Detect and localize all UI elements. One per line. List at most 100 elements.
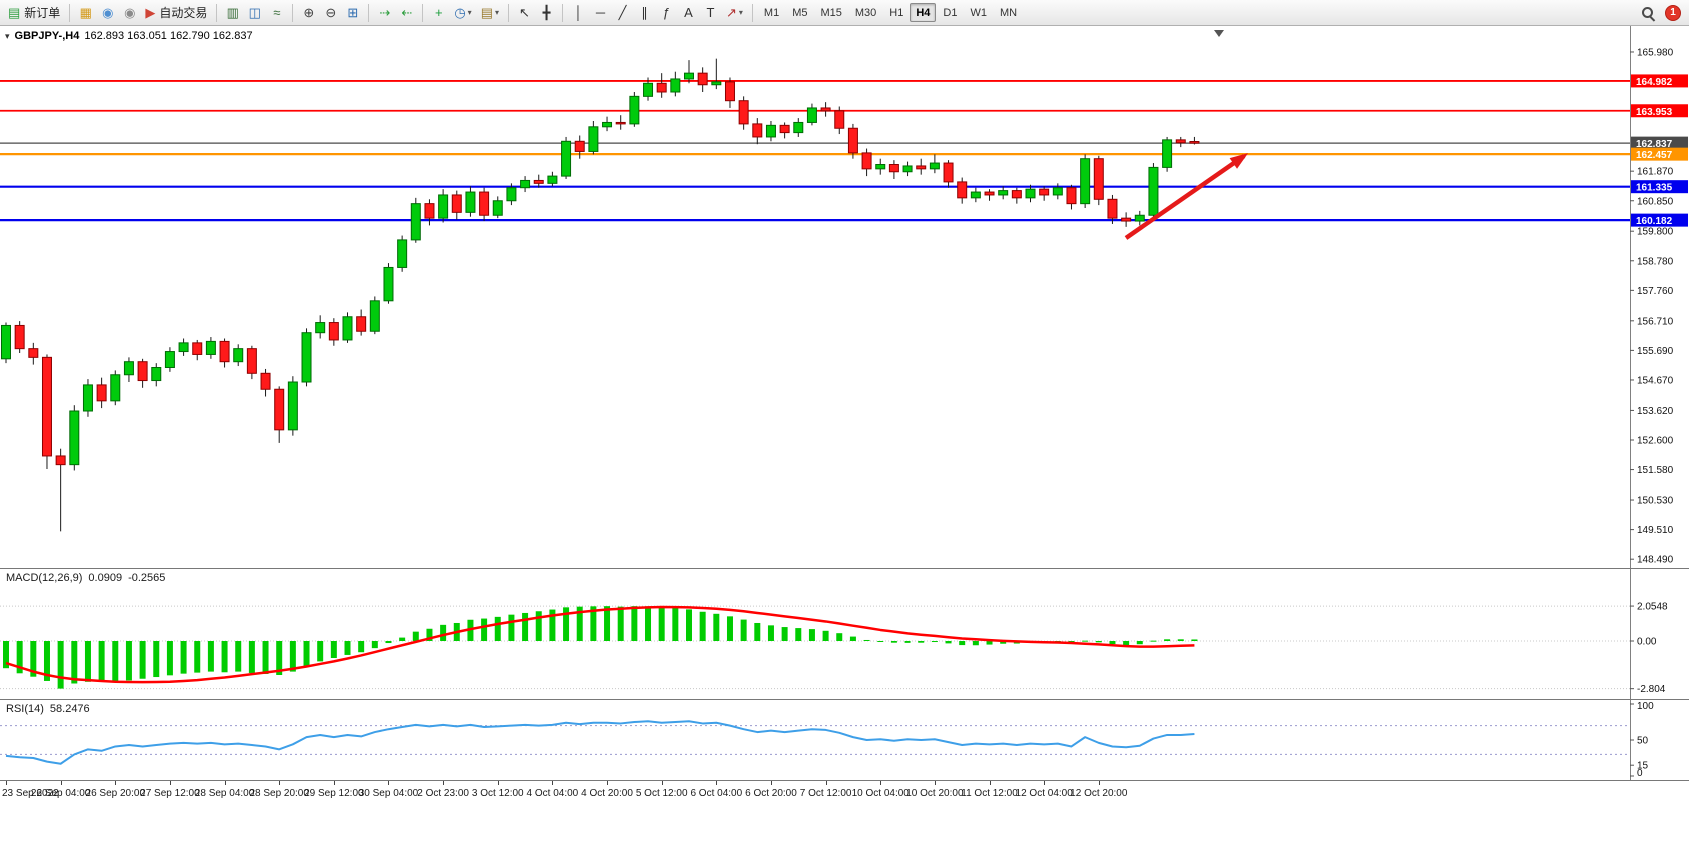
symbol-timeframe-label: GBPJPY-,H4 [14,30,80,42]
time-label: 6 Oct 04:00 [690,788,743,799]
periods-button[interactable]: ◷ ▾ [450,2,475,23]
svg-text:2.0548: 2.0548 [1637,602,1668,613]
time-tick [279,781,281,785]
time-tick [934,781,936,785]
auto-trading-button[interactable]: ▶ 自动交易 [141,2,211,23]
time-tick [989,781,991,785]
timeframe-d1-button[interactable]: D1 [937,3,963,22]
time-label: 28 Sep 20:00 [249,788,309,799]
time-tick [552,781,554,785]
time-tick [1098,781,1100,785]
new-order-button-label: 新订单 [24,6,61,20]
notification-badge[interactable]: 1 [1665,4,1681,21]
tile-windows-button[interactable]: ⊞ [342,2,363,23]
zoom-in-button[interactable]: ⊕ [298,2,319,23]
line-chart-type-button[interactable]: ≈ [266,2,287,23]
timeframe-h4-button[interactable]: H4 [910,3,937,22]
svg-text:150.530: 150.530 [1637,496,1674,507]
chart-window: 165.980 161.870 160.850 159.800 158.780 157.7… [0,26,1689,862]
crosshair-button[interactable]: ╋ [536,2,557,23]
svg-text:162.837: 162.837 [1636,139,1673,150]
macd-signal-line [5,605,1195,684]
rsi-label: RSI(14) 58.2476 [6,703,90,715]
auto-scroll-button[interactable]: ⇢ [374,2,395,23]
time-label: 27 Sep 12:00 [140,788,200,799]
text-button[interactable]: A [678,2,699,23]
trend-arrow-annotation [1124,154,1246,240]
svg-text:50: 50 [1637,736,1649,747]
timeframe-m1-button[interactable]: M1 [758,3,785,22]
horizontal-level-lines [0,80,1630,222]
svg-text:160.182: 160.182 [1636,216,1673,227]
bar-chart-type-button[interactable]: ▥ [222,2,243,23]
svg-text:156.710: 156.710 [1637,316,1674,327]
zoom-out-icon: ⊖ [325,4,337,20]
svg-text:100: 100 [1637,701,1654,712]
time-axis[interactable]: 23 Sep 2022 26 Sep 04:00 26 Sep 20:00 27 Se… [0,780,1689,806]
one-click-trading-icon[interactable]: ▾ [5,30,10,41]
candlestick-chart-type-button[interactable]: ◫ [244,2,265,23]
svg-text:161.335: 161.335 [1636,183,1673,194]
time-tick [115,781,117,785]
auto-trading-icon: ▶ [145,4,156,20]
search-button[interactable] [1637,2,1659,23]
templates-button[interactable]: ▤ ▾ [477,2,503,23]
trendline-button[interactable]: ╱ [612,2,633,23]
new-order-button[interactable]: ▤ 新订单 [4,2,64,23]
price-chart-canvas[interactable]: 165.980 161.870 160.850 159.800 158.780 157.7… [0,26,1689,568]
bottom-area [0,806,1689,862]
macd-panel[interactable]: 2.0548 0.00 -2.804 MACD(12,26,9) 0.0909 -0… [0,568,1689,699]
svg-text:0.00: 0.00 [1637,637,1657,648]
rsi-canvas[interactable]: 100 50 150 [0,700,1689,780]
line-chart-type-icon: ≈ [273,5,281,20]
toolbar-separator [508,3,509,22]
time-label: 5 Oct 12:00 [635,788,688,799]
time-label: 10 Oct 20:00 [906,788,964,799]
indicators-button[interactable]: + [428,2,449,23]
timeframe-h1-button[interactable]: H1 [883,3,909,22]
price-chart-panel[interactable]: 165.980 161.870 160.850 159.800 158.780 157.7… [0,26,1689,568]
new-order-icon: ▤ [8,4,21,20]
market-watch-button[interactable]: ◉ [119,2,140,23]
timeframe-w1-button[interactable]: W1 [964,3,993,22]
templates-icon: ▤ [480,4,493,20]
time-label: 10 Oct 04:00 [851,788,909,799]
chart-shift-icon: ⇠ [401,4,413,20]
market-watch-icon: ◉ [124,4,136,20]
timeframe-m30-button[interactable]: M30 [849,3,882,22]
search-icon [1641,6,1655,20]
time-label: 12 Oct 04:00 [1015,788,1073,799]
zoom-out-button[interactable]: ⊖ [320,2,341,23]
auto-trading-button-label: 自动交易 [159,6,208,20]
candlestick-chart-type-icon: ◫ [248,4,261,20]
cursor-button[interactable]: ↖ [514,2,535,23]
fibonacci-button[interactable]: ƒ [656,2,677,23]
arrows-icon: ↗ [726,4,737,20]
time-tick [497,781,499,785]
profiles-button[interactable]: ◉ [97,2,118,23]
horizontal-line-button[interactable]: ─ [590,2,611,23]
macd-signal-value: -0.2565 [128,572,166,584]
time-tick [770,781,772,785]
toolbar-separator [292,3,294,22]
timeframe-mn-button[interactable]: MN [994,3,1023,22]
arrows-button[interactable]: ↗ ▾ [722,2,747,23]
time-label: 29 Sep 12:00 [304,788,364,799]
new-chart-button[interactable]: ▦ [75,2,96,23]
text-label-button[interactable]: T [700,2,721,23]
macd-canvas[interactable]: 2.0548 0.00 -2.804 [0,569,1689,699]
time-label: 12 Oct 20:00 [1070,788,1128,799]
chart-shift-button[interactable]: ⇠ [396,2,417,23]
rsi-panel[interactable]: 100 50 15 0 RSI(14) 58.2476 [0,699,1689,780]
timeframe-m15-button[interactable]: M15 [814,3,847,22]
svg-text:148.490: 148.490 [1637,555,1674,566]
channel-button[interactable]: ∥ [634,2,655,23]
timeframe-m5-button[interactable]: M5 [786,3,813,22]
time-label: 11 Oct 12:00 [961,788,1018,799]
auto-scroll-icon: ⇢ [379,4,391,20]
toolbar-separator [69,3,71,22]
time-label: 2 Oct 23:00 [417,788,469,799]
time-label: 3 Oct 12:00 [471,788,524,799]
price-axis-ticks: 165.980 161.870 160.850 159.800 158.780 157.7… [1630,47,1674,566]
vertical-line-button[interactable]: │ [568,2,589,23]
